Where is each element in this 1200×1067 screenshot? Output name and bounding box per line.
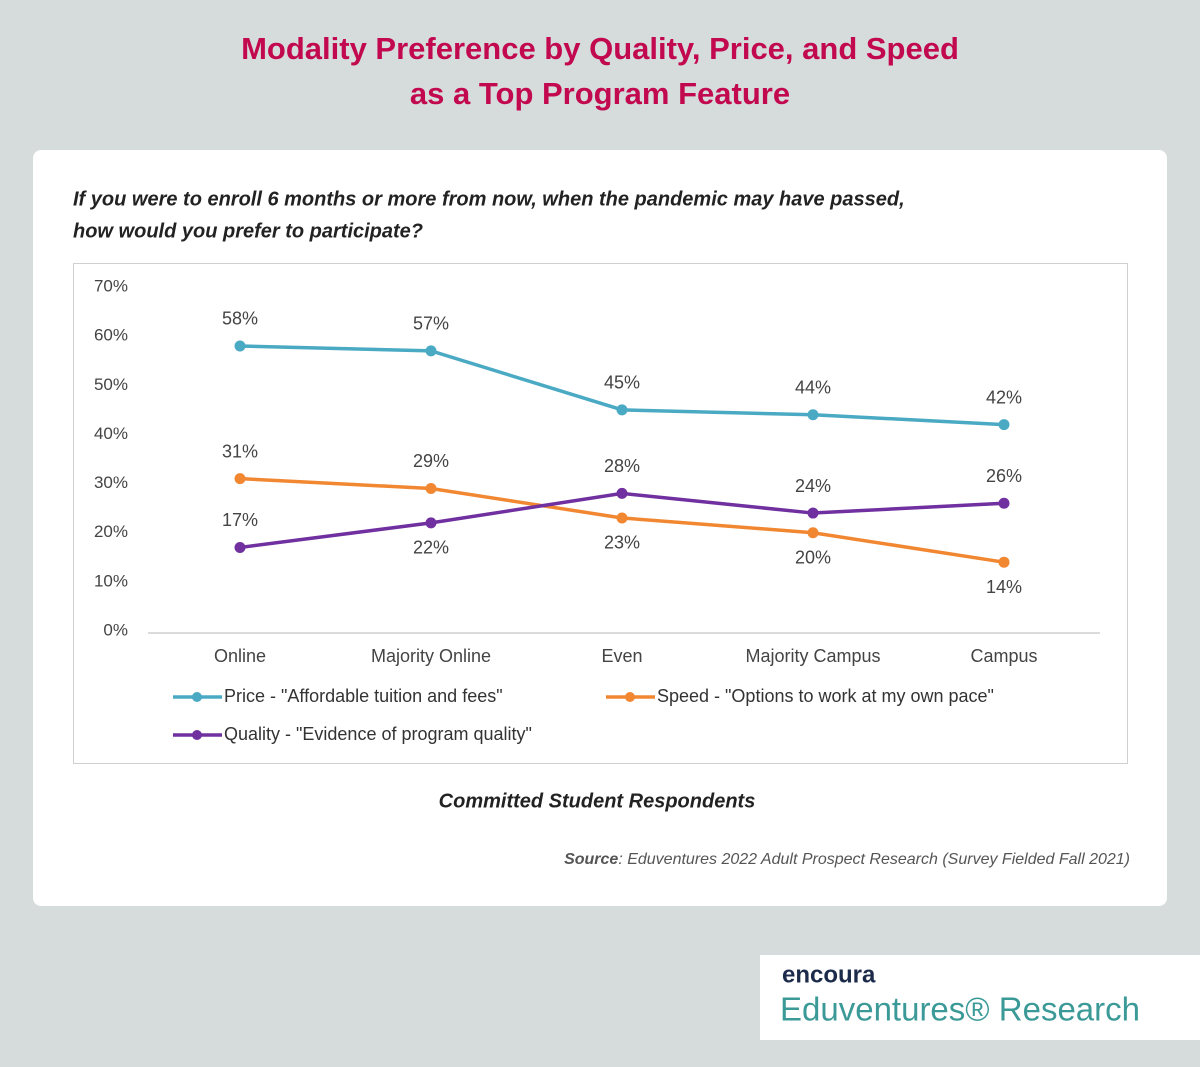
source-text: : Eduventures 2022 Adult Prospect Resear… xyxy=(618,851,1130,868)
legend-label: Price - "Affordable tuition and fees" xyxy=(224,686,503,706)
data-label: 23% xyxy=(604,533,640,553)
data-label: 24% xyxy=(795,476,831,496)
data-point xyxy=(425,517,437,529)
chart-title: Modality Preference by Quality, Price, a… xyxy=(241,31,959,66)
legend-label: Speed - "Options to work at my own pace" xyxy=(657,686,994,706)
data-label: 14% xyxy=(986,577,1022,597)
data-label: 31% xyxy=(222,441,258,461)
chart-subtitle: If you were to enroll 6 months or more f… xyxy=(73,188,905,210)
data-label: 58% xyxy=(222,309,258,329)
brand-sub: Eduventures® Research xyxy=(780,991,1140,1028)
brand: encoura xyxy=(782,961,876,988)
legend-marker xyxy=(192,730,202,740)
data-point xyxy=(425,345,437,357)
data-label: 45% xyxy=(604,373,640,393)
data-point xyxy=(998,419,1010,431)
data-label: 44% xyxy=(795,378,831,398)
y-tick-label: 70% xyxy=(94,276,128,295)
legend-label: Quality - "Evidence of program quality" xyxy=(224,724,532,744)
data-point xyxy=(616,512,628,524)
data-point xyxy=(234,473,246,485)
data-point xyxy=(616,487,628,499)
legend-marker xyxy=(625,692,635,702)
source-label: Source xyxy=(564,851,618,868)
y-tick-label: 30% xyxy=(94,473,128,492)
data-point xyxy=(425,482,437,494)
x-tick-label: Majority Online xyxy=(371,646,491,666)
data-label: 17% xyxy=(222,510,258,530)
data-point xyxy=(998,497,1010,509)
data-point xyxy=(234,541,246,553)
x-tick-label: Campus xyxy=(970,646,1037,666)
y-tick-label: 10% xyxy=(94,571,128,590)
data-label: 26% xyxy=(986,466,1022,486)
chart-subtitle: how would you prefer to participate? xyxy=(73,220,423,242)
data-point xyxy=(234,340,246,352)
chart-title: as a Top Program Feature xyxy=(410,76,790,111)
x-tick-label: Even xyxy=(601,646,642,666)
data-label: 28% xyxy=(604,456,640,476)
chart-frame xyxy=(73,263,1128,764)
legend-marker xyxy=(192,692,202,702)
logo-box xyxy=(760,955,1200,1040)
y-tick-label: 60% xyxy=(94,326,128,345)
data-label: 42% xyxy=(986,387,1022,407)
data-point xyxy=(807,409,819,421)
data-point xyxy=(807,527,819,539)
data-point xyxy=(998,556,1010,568)
data-point xyxy=(807,507,819,519)
card xyxy=(33,150,1167,906)
x-tick-label: Majority Campus xyxy=(745,646,880,666)
y-tick-label: 50% xyxy=(94,375,128,394)
data-point xyxy=(616,404,628,416)
data-label: 29% xyxy=(413,451,449,471)
source: Source: Eduventures 2022 Adult Prospect … xyxy=(564,851,1130,868)
y-tick-label: 0% xyxy=(103,620,128,639)
x-tick-label: Online xyxy=(214,646,266,666)
data-label: 22% xyxy=(413,538,449,558)
y-tick-label: 20% xyxy=(94,522,128,541)
y-tick-label: 40% xyxy=(94,424,128,443)
plot: 0% 10% 20% 30% 40% 50% 60% 70% Online Majority On… xyxy=(94,276,1100,744)
data-label: 57% xyxy=(413,314,449,334)
data-label: 20% xyxy=(795,547,831,567)
x-axis-title: Committed Student Respondents xyxy=(439,790,756,812)
